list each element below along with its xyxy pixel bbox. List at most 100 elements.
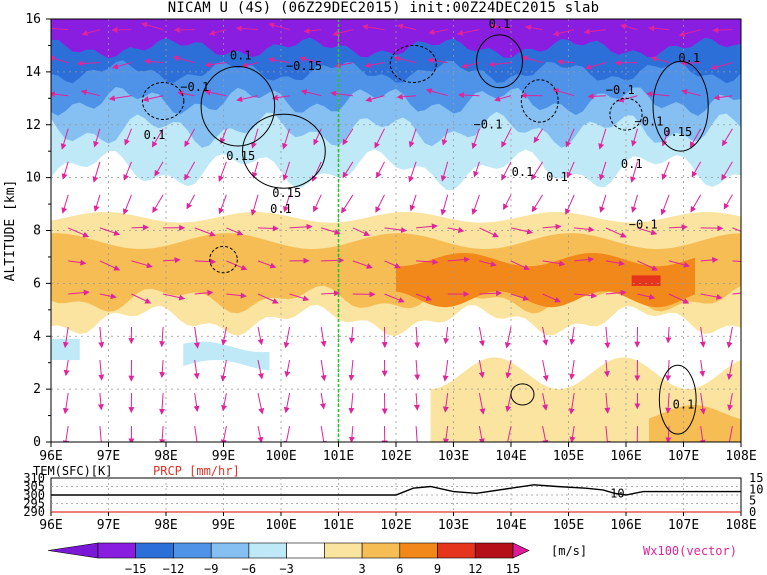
wind-vector [488,61,512,68]
wind-vector [605,227,627,238]
wind-vector [257,392,265,415]
contour-line [476,34,523,89]
wind-vector [710,62,733,71]
wind-vector [374,128,385,149]
wind-vector [159,359,166,379]
line-y-tick-label: 290 [23,505,45,519]
wind-vector [221,393,227,412]
contour-label: −0.1 [635,115,664,129]
wind-vector [531,161,544,181]
wind-vector [585,62,607,70]
contour-label: 0.1 [546,170,568,184]
colorbar-cell [437,542,476,559]
wind-vector [257,326,264,346]
wind-vector [61,194,69,214]
wind-vector [159,426,166,442]
wind-vector [226,292,247,299]
contour-line [510,383,535,406]
wind-vector [619,23,638,31]
contour-label: 0.1 [144,128,166,142]
wind-vector [282,161,291,181]
wind-vector [341,194,354,214]
colorbar-over-triangle [512,542,530,559]
wind-vector [726,326,733,349]
x-tick-label: 101E [323,449,354,464]
wind-vector [699,359,706,377]
wind-vector [440,161,449,182]
wind-vector [456,29,480,36]
wind-vector [97,393,104,411]
contour-label: −0.1 [474,117,503,131]
wind-vector [699,326,706,348]
wind-vector [289,293,310,302]
wind-vector [668,293,690,304]
axes: 96E 97E 98E 99E 100E 101E 102E 103E 104E 105E 106E… [3,12,757,464]
wind-vector [220,359,227,382]
wind-vector [727,393,734,411]
wind-vector [268,22,290,31]
contour-label: −0.1 [180,80,209,94]
wind-vector [162,293,186,301]
wind-vector [208,29,227,36]
wind-vector [471,128,480,150]
wind-vector [92,161,101,183]
wind-vector [598,161,607,181]
wind-vector [141,22,164,31]
wind-vector [219,128,227,145]
colorbar-cell [361,542,401,559]
wind-vector [194,227,216,237]
x-tick-label: 108E [725,449,756,464]
contour-label: 0.15 [272,186,301,200]
wind-vector [251,161,259,179]
wind-vector [193,326,200,349]
wind-vector [62,326,69,349]
wind-vector [172,55,195,64]
wind-vector [646,91,670,98]
wind-vector [665,426,672,442]
wind-vector [112,62,132,70]
wind-vector [723,194,733,210]
x-tick-label: 106E [610,449,641,464]
line-x-tick-label: 97E [97,518,120,533]
wind-vector [194,426,200,442]
wind-vector [193,393,200,412]
wind-vector [81,29,101,37]
wind-vector [204,61,227,68]
wind-vector [457,92,480,99]
wind-vector [93,194,101,212]
wind-vector [393,55,417,64]
wind-vector [471,194,480,215]
wind-vector [257,225,279,232]
wind-vector [159,326,166,348]
wind-vector [542,359,549,382]
wind-vector [257,260,277,269]
wind-vector [303,27,322,34]
wind-vector [504,326,512,349]
wind-vector [637,293,656,300]
wind-vector [342,128,354,146]
wind-vector [665,393,672,414]
wind-vector [533,128,544,144]
wind-vector [569,426,576,442]
vector-field [51,22,741,442]
wind-vector [699,393,706,415]
wind-vector [268,56,290,64]
wind-vector [427,57,448,64]
colorbar-cell [399,542,438,559]
wind-vector [599,194,607,213]
wind-vector [552,29,575,37]
wind-vector [505,359,512,379]
colorbar-cell [97,542,137,559]
wind-vector [313,128,322,146]
colorbar-label: −12 [163,562,185,575]
wind-vector [713,94,733,101]
contour-line [200,66,276,147]
wind-vector [712,27,733,34]
wind-vector [442,393,449,413]
wind-vector [583,28,606,35]
time-series-panel: 10 TEM(SFC)[K] PRCP [mm/hr] 290295300305310… [23,464,763,533]
vector-scale-label: Wx100(vector) [643,544,737,558]
wind-vector [204,89,227,97]
contour-label: −0.1 [606,83,635,97]
wind-vector [661,128,670,147]
